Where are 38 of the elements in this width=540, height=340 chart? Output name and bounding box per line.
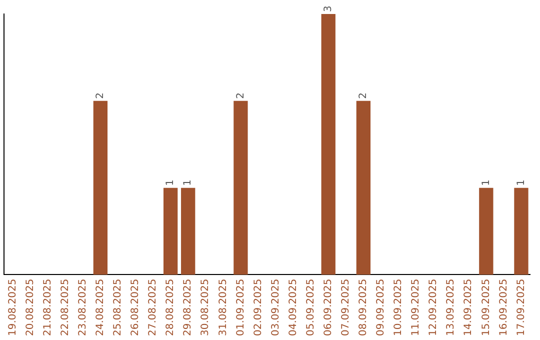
x-tick-label: 06.09.2025 bbox=[322, 278, 334, 336]
x-tick-label: 29.08.2025 bbox=[182, 278, 194, 336]
data-label: 3 bbox=[322, 6, 334, 12]
x-tick-label: 08.09.2025 bbox=[358, 278, 370, 336]
data-label: 1 bbox=[516, 179, 527, 186]
x-tick-label: 16.09.2025 bbox=[498, 278, 510, 336]
x-tick-label: 20.08.2025 bbox=[24, 278, 36, 336]
data-label: 2 bbox=[358, 92, 370, 99]
x-tick-label: 30.08.2025 bbox=[200, 278, 212, 336]
x-tick-label: 24.08.2025 bbox=[95, 278, 106, 336]
x-tick-label: 12.09.2025 bbox=[428, 278, 440, 336]
x-tick-label: 03.09.2025 bbox=[270, 278, 282, 336]
x-tick-label: 31.08.2025 bbox=[218, 278, 229, 336]
x-tick-label: 15.09.2025 bbox=[480, 278, 492, 336]
data-label: 1 bbox=[182, 179, 194, 186]
x-tick-label: 28.08.2025 bbox=[165, 278, 176, 336]
data-label: 2 bbox=[235, 92, 246, 99]
x-tick-label: 07.09.2025 bbox=[340, 278, 352, 336]
x-tick-label: 14.09.2025 bbox=[463, 278, 474, 336]
x-tick-label: 26.08.2025 bbox=[130, 278, 142, 336]
x-tick-label: 22.08.2025 bbox=[60, 278, 71, 336]
x-tick-label: 19.08.2025 bbox=[7, 278, 18, 336]
x-tick-label: 04.09.2025 bbox=[288, 278, 299, 336]
x-tick-label: 09.09.2025 bbox=[376, 278, 387, 336]
x-tick-label: 25.08.2025 bbox=[112, 278, 124, 336]
x-tick-label: 23.08.2025 bbox=[77, 278, 88, 336]
data-label: 1 bbox=[165, 179, 176, 186]
data-label: 2 bbox=[95, 92, 106, 99]
x-tick-label: 02.09.2025 bbox=[252, 278, 264, 336]
x-tick-label: 27.08.2025 bbox=[148, 278, 159, 336]
x-tick-label: 05.09.2025 bbox=[305, 278, 316, 336]
x-tick-label: 10.09.2025 bbox=[393, 278, 404, 336]
x-tick-label: 01.09.2025 bbox=[235, 278, 246, 336]
x-tick-label: 13.09.2025 bbox=[446, 278, 457, 336]
x-tick-label: 11.09.2025 bbox=[410, 278, 422, 336]
x-tick-label: 17.09.2025 bbox=[516, 278, 527, 336]
data-label: 1 bbox=[480, 179, 492, 186]
x-tick-label: 21.08.2025 bbox=[42, 278, 54, 336]
